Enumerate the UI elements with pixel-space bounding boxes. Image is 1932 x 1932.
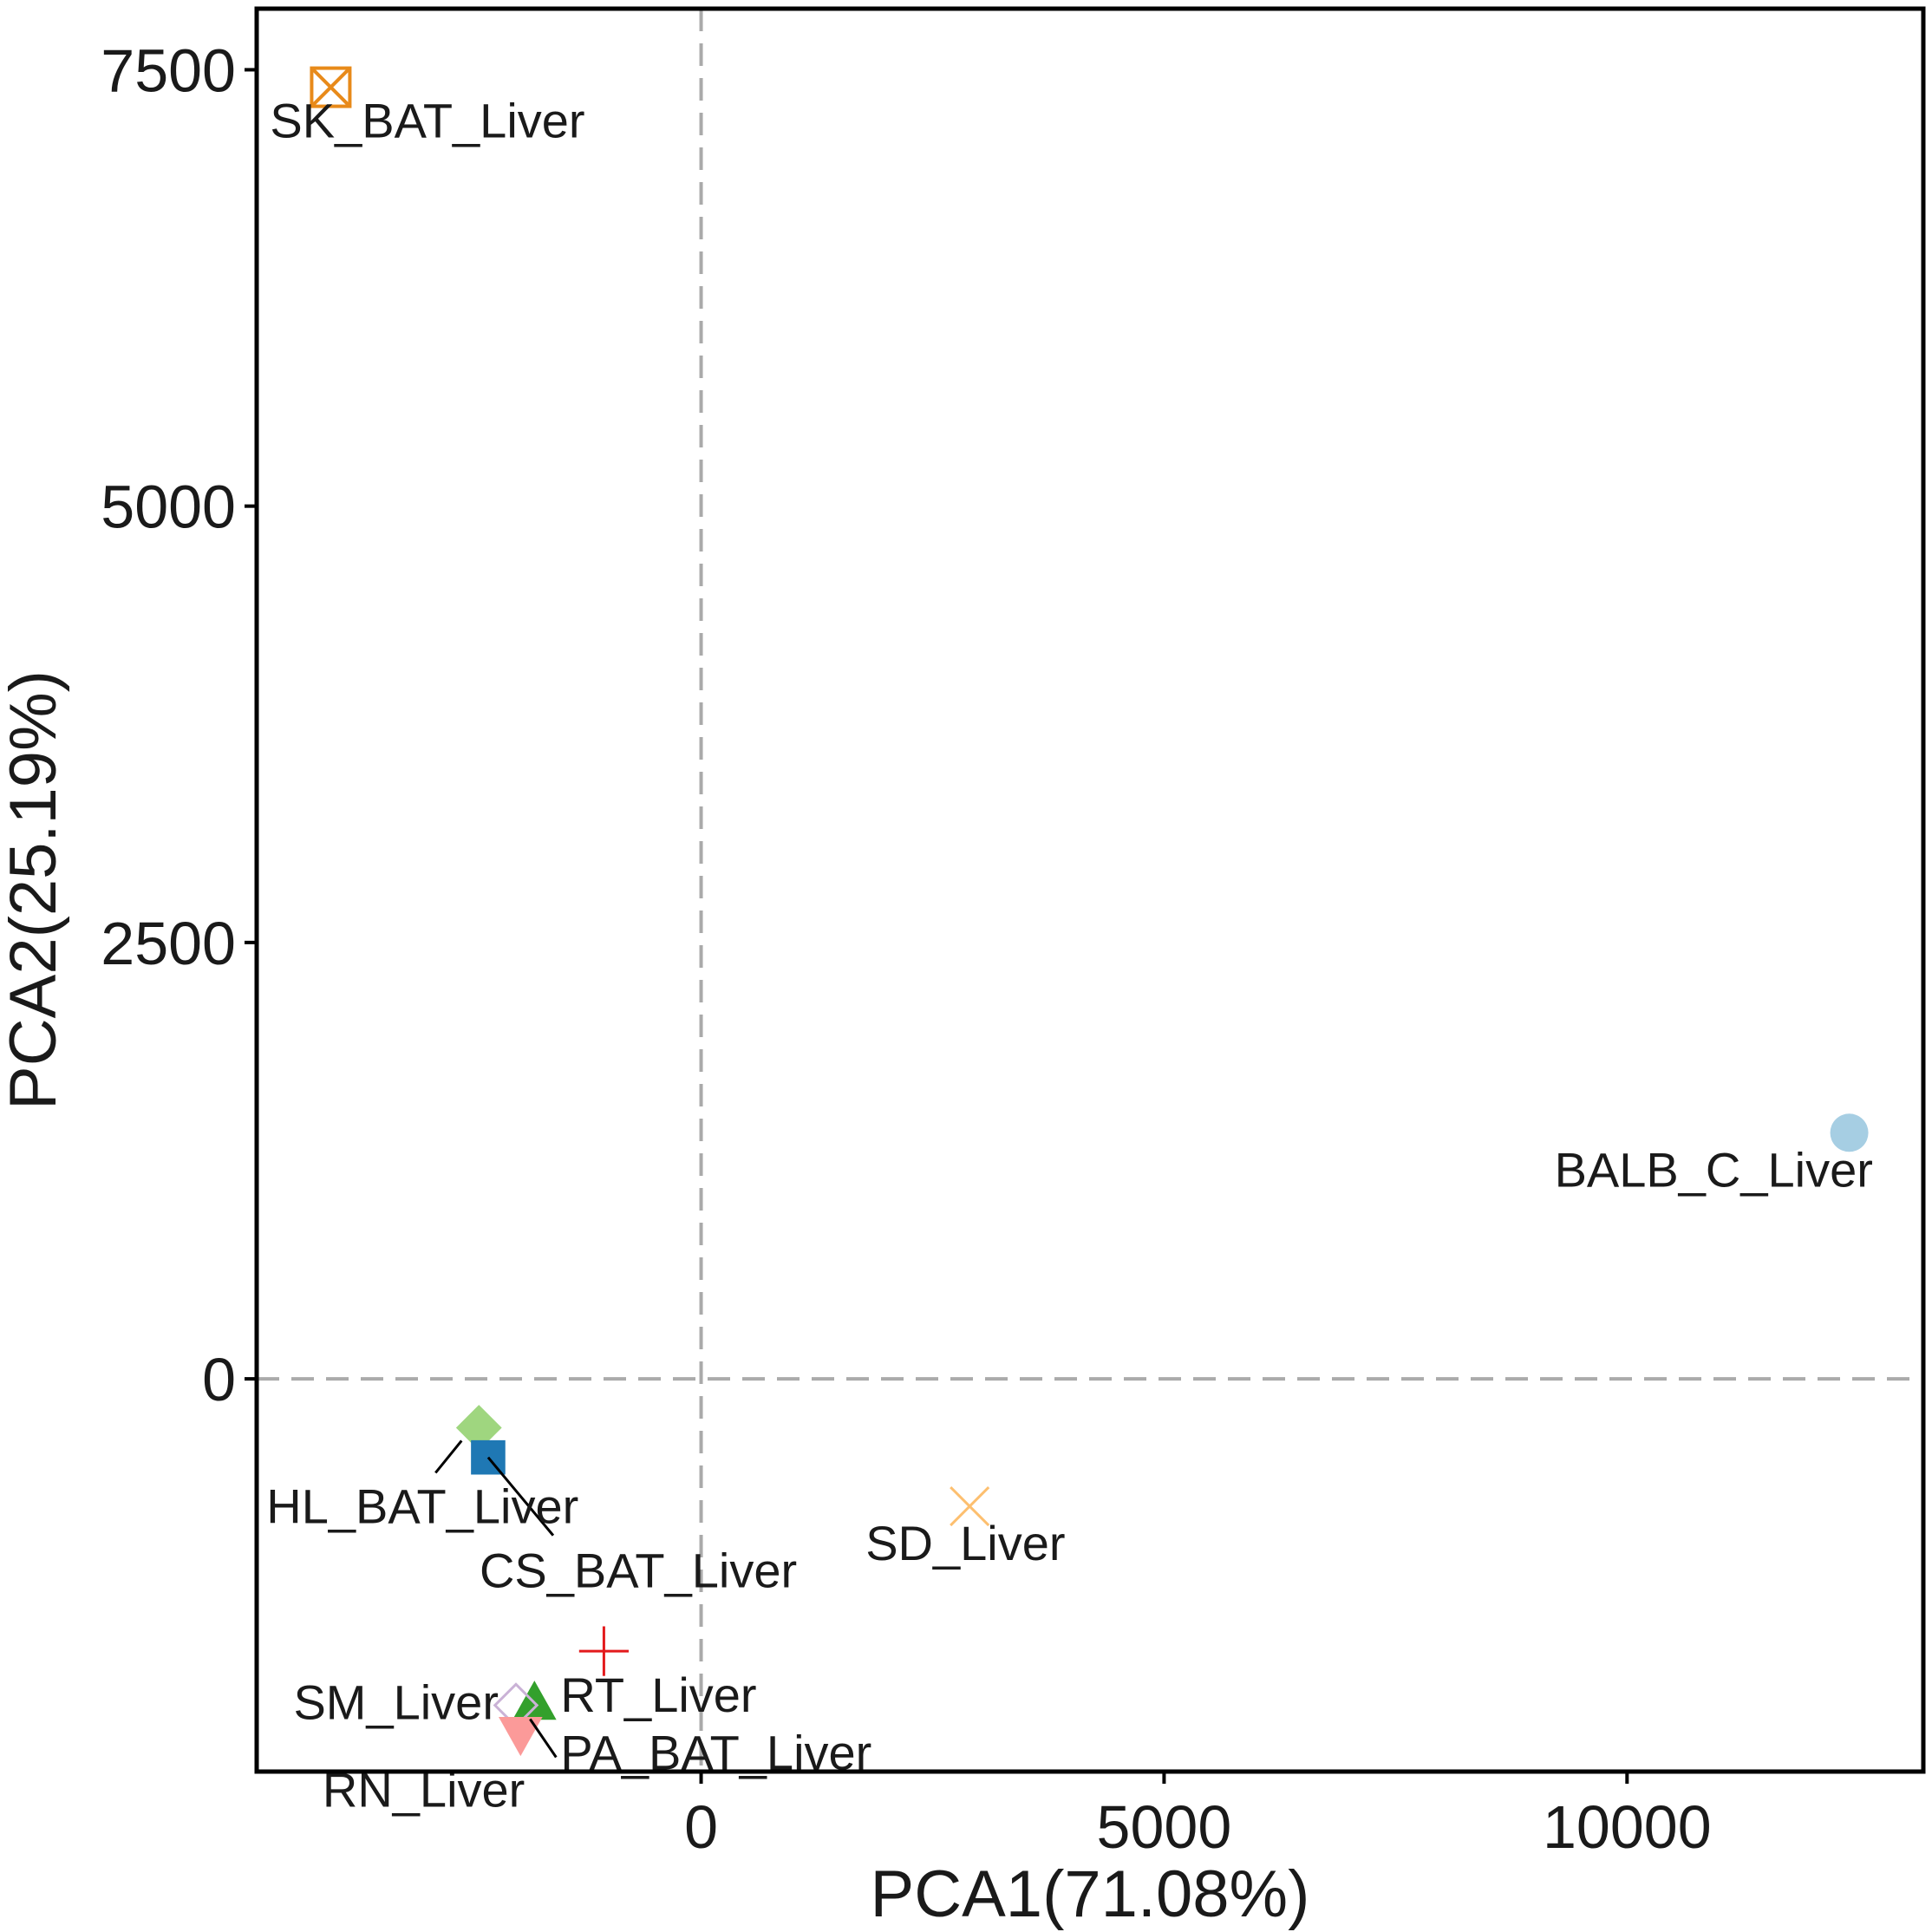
label-SK_BAT_Liver: SK_BAT_Liver [270, 94, 584, 148]
axes: 0 5000 10000 0 2500 5000 7500 [101, 36, 1711, 1861]
point-SK_BAT_Liver [310, 66, 352, 108]
label-SD_Liver: SD_Liver [865, 1516, 1065, 1570]
leader-HL_BAT_Liver [434, 1439, 463, 1474]
point-BALB_C_Liver [1830, 1113, 1869, 1152]
point-RN_Liver [499, 1717, 543, 1757]
point-SD_Liver [950, 1485, 990, 1527]
point-CS_BAT_Liver [471, 1439, 506, 1475]
y-tick-label: 0 [202, 1346, 236, 1413]
x-axis-title: PCA1(71.08%) [871, 1857, 1310, 1931]
label-BALB_C_Liver: BALB_C_Liver [1555, 1142, 1873, 1197]
label-RT_Liver: RT_Liver [560, 1668, 756, 1722]
label-leader-lines [434, 1439, 558, 1759]
y-tick-label: 2500 [101, 910, 236, 977]
reference-lines [257, 9, 1923, 1772]
label-HL_BAT_Liver: HL_BAT_Liver [266, 1478, 578, 1533]
point-PA_BAT_Liver [512, 1681, 557, 1720]
point-labels: SK_BAT_Liver BALB_C_Liver HL_BAT_Liver CS_B… [266, 94, 1873, 1818]
x-tick-label: 0 [684, 1793, 718, 1861]
point-HL_BAT_Liver [455, 1405, 502, 1451]
data-points [310, 66, 1869, 1757]
plot-frame [254, 6, 1926, 1774]
label-CS_BAT_Liver: CS_BAT_Liver [480, 1544, 797, 1598]
leader-PA_BAT_Liver [529, 1718, 558, 1759]
point-RT_Liver [578, 1626, 630, 1676]
y-tick-label: 7500 [101, 36, 236, 104]
label-SM_Liver: SM_Liver [293, 1675, 499, 1730]
x-tick-label: 10000 [1543, 1793, 1712, 1861]
x-tick-label: 5000 [1097, 1793, 1232, 1861]
y-axis-title: PCA2(25.19%) [0, 670, 70, 1110]
leader-CS_BAT_Liver [486, 1456, 555, 1537]
y-tick-label: 5000 [101, 473, 236, 541]
